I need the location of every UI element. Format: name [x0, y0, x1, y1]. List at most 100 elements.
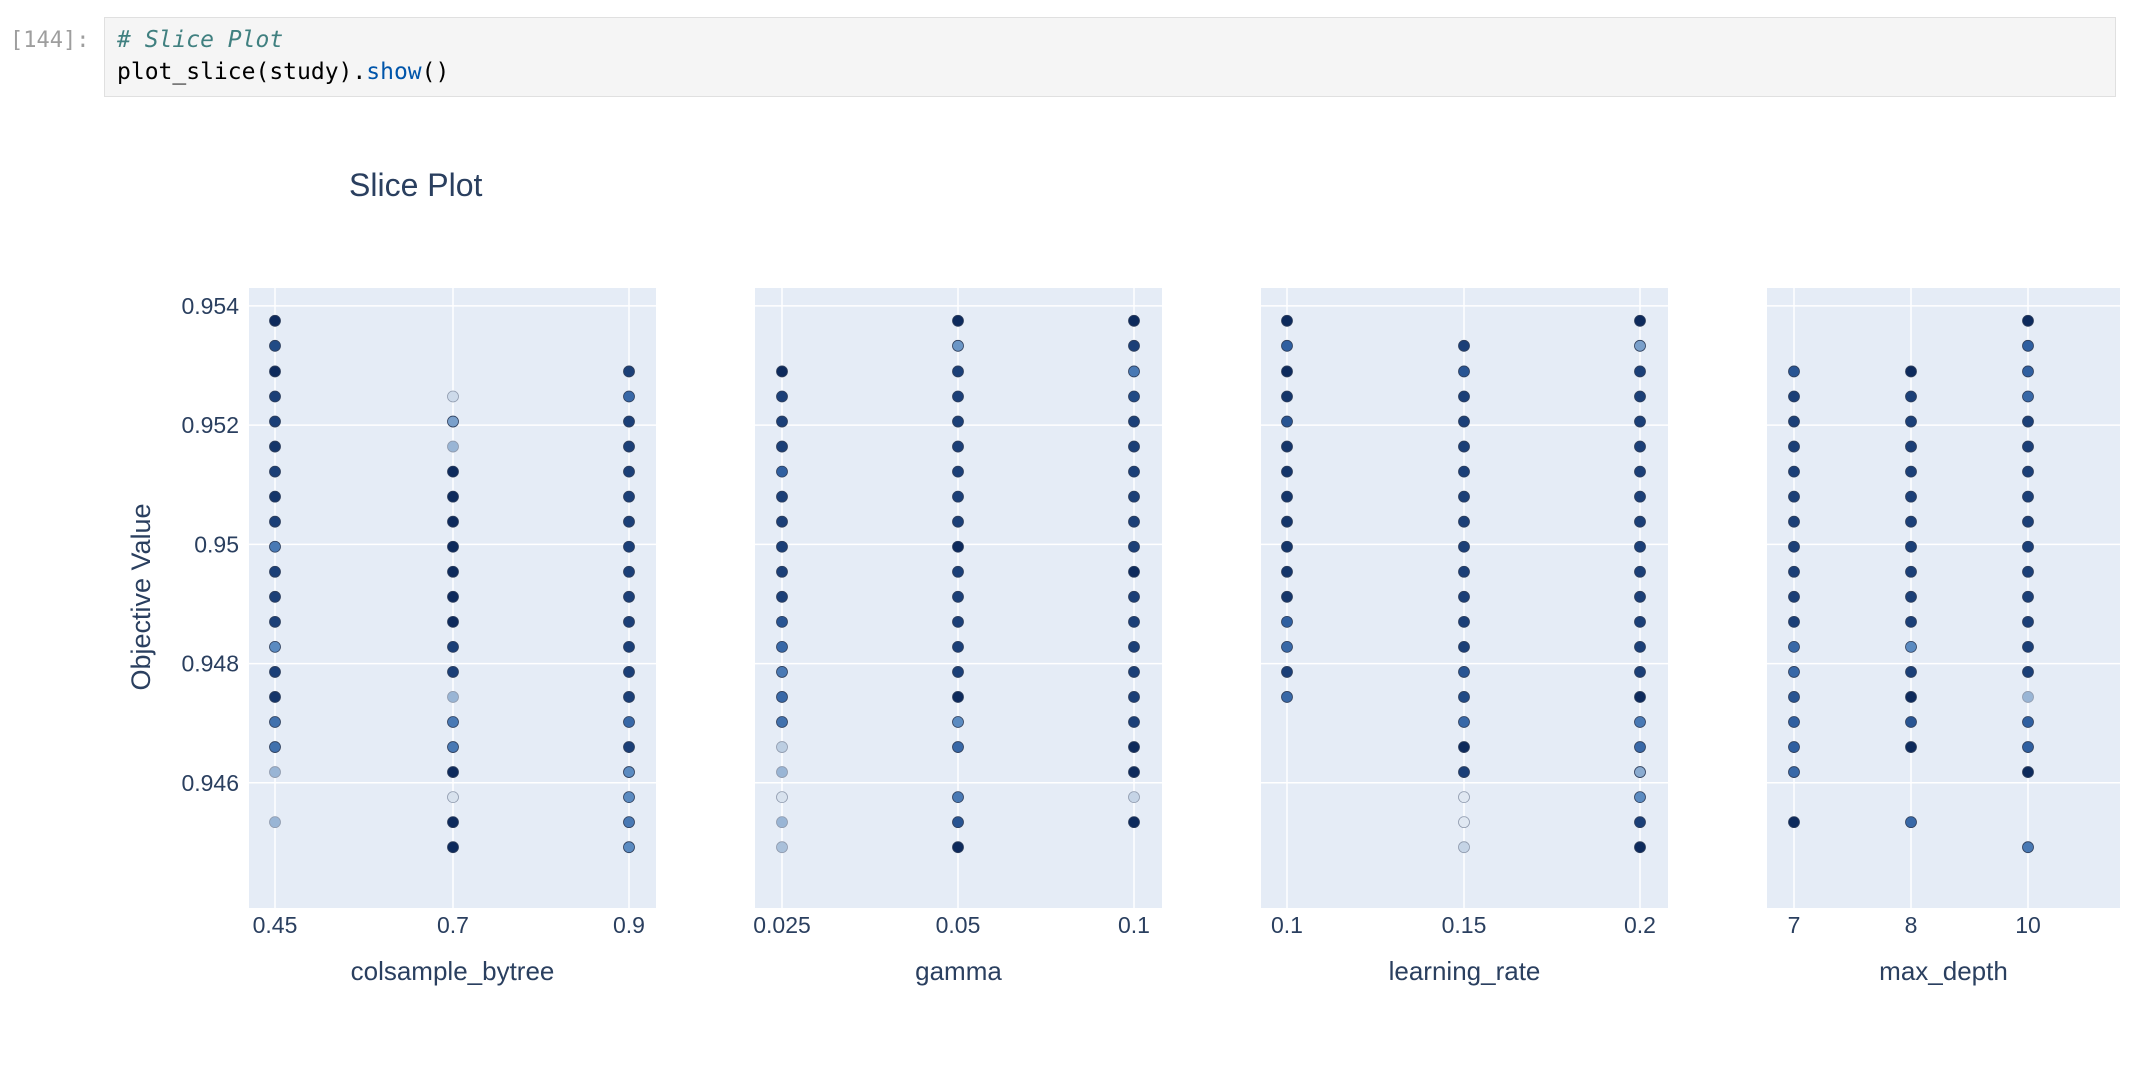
y-tick-label: 0.95 [194, 531, 239, 557]
data-point [269, 540, 281, 553]
data-point [1458, 716, 1470, 728]
data-point [1458, 666, 1470, 678]
cell-output: Slice Plot Objective Value 0.45 0.7 0.9 col… [104, 110, 2130, 1070]
data-point [2022, 515, 2034, 528]
data-point [1905, 440, 1917, 453]
data-point [776, 440, 788, 453]
data-point [2022, 465, 2034, 478]
data-point [776, 565, 788, 578]
data-point [1788, 766, 1800, 778]
data-point [952, 716, 964, 728]
data-point [269, 365, 281, 378]
data-point [623, 390, 635, 403]
data-point [952, 440, 964, 453]
data-point [1788, 415, 1800, 428]
data-point [776, 540, 788, 553]
data-point [2022, 314, 2034, 327]
data-point [269, 691, 281, 703]
y-axis-label: Objective Value [126, 503, 156, 690]
data-point [1281, 465, 1293, 478]
data-point [952, 540, 964, 553]
code-input[interactable]: # Slice Plot plot_slice(study).show() [104, 17, 2116, 97]
x-axis-label: learning_rate [1389, 956, 1541, 986]
data-point [2022, 339, 2034, 352]
data-point [776, 666, 788, 678]
data-point [1788, 565, 1800, 578]
data-point [1788, 365, 1800, 378]
data-point [1128, 390, 1140, 403]
data-point [447, 590, 459, 603]
data-point [1905, 465, 1917, 478]
panel-background [1767, 288, 2120, 908]
data-point [269, 440, 281, 453]
data-point [1281, 339, 1293, 352]
data-point [2022, 691, 2034, 703]
code-call-method: show [366, 59, 422, 85]
data-point [1281, 440, 1293, 453]
data-point [447, 741, 459, 753]
data-point [1788, 716, 1800, 728]
data-point [269, 816, 281, 829]
data-point [1458, 515, 1470, 528]
data-point [1788, 540, 1800, 553]
data-point [1128, 314, 1140, 327]
data-point [1128, 640, 1140, 653]
data-point [1788, 741, 1800, 753]
data-point [623, 666, 635, 678]
data-point [1281, 365, 1293, 378]
slice-plot-chart[interactable]: Slice Plot Objective Value 0.45 0.7 0.9 col… [104, 110, 2130, 1070]
data-point [447, 640, 459, 653]
data-point [1634, 590, 1646, 603]
x-tick-label: 0.2 [1624, 912, 1656, 938]
data-point [623, 465, 635, 478]
data-point [447, 565, 459, 578]
data-point [1281, 314, 1293, 327]
x-axis-label: gamma [915, 956, 1002, 986]
data-point [447, 666, 459, 678]
data-point [2022, 365, 2034, 378]
data-point [1281, 666, 1293, 678]
data-point [1458, 465, 1470, 478]
data-point [1458, 691, 1470, 703]
cell-prompt: [144]: [10, 28, 90, 53]
data-point [623, 565, 635, 578]
data-point [776, 590, 788, 603]
data-point [1634, 540, 1646, 553]
data-point [1788, 640, 1800, 653]
data-point [623, 490, 635, 503]
data-point [776, 816, 788, 829]
data-point [623, 741, 635, 753]
data-point [1905, 515, 1917, 528]
x-tick-label: 10 [2015, 912, 2041, 938]
data-point [623, 716, 635, 728]
data-point [952, 515, 964, 528]
data-point [1634, 440, 1646, 453]
data-point [1128, 666, 1140, 678]
data-point [776, 691, 788, 703]
data-point [1458, 490, 1470, 503]
data-point [1634, 766, 1646, 778]
data-point [1634, 741, 1646, 753]
data-point [1128, 440, 1140, 453]
data-point [447, 615, 459, 628]
data-point [1788, 390, 1800, 403]
data-point [2022, 766, 2034, 778]
data-point [1905, 365, 1917, 378]
data-point [1128, 490, 1140, 503]
data-point [269, 590, 281, 603]
data-point [1905, 816, 1917, 829]
data-point [1634, 515, 1646, 528]
data-point [1281, 565, 1293, 578]
data-point [623, 640, 635, 653]
data-point [269, 415, 281, 428]
data-point [2022, 615, 2034, 628]
data-point [952, 390, 964, 403]
data-point [952, 314, 964, 327]
data-point [623, 590, 635, 603]
data-point [623, 540, 635, 553]
data-point [2022, 440, 2034, 453]
x-axis-label: max_depth [1879, 956, 2008, 986]
data-point [1458, 390, 1470, 403]
data-point [623, 841, 635, 854]
